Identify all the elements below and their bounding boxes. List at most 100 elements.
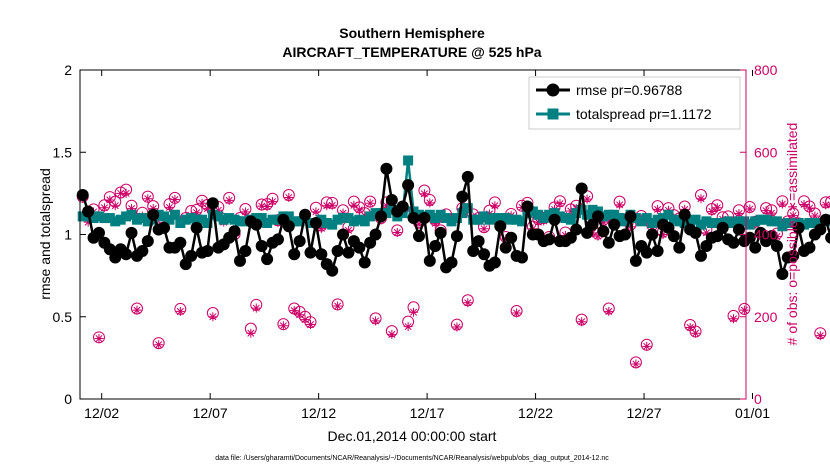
totalspread-point [576,204,587,215]
totalspread-point [207,209,218,220]
obs-assimilated-point [94,334,104,344]
obs-assimilated-point [815,331,825,341]
totalspread-point [413,209,424,220]
data-file-footnote: data file: /Users/gharamti/Documents/NCA… [215,455,609,462]
obs-assimilated-point [696,194,706,204]
rmse-point [233,254,246,267]
obs-assimilated-point [170,195,180,205]
obs-assimilated-point [262,202,272,212]
obs-assimilated-point [490,201,500,211]
rmse-point [575,182,588,195]
totalspread-point [343,213,354,224]
obs-assimilated-point [712,203,722,213]
obs-assimilated-point [425,198,435,208]
rmse-point [250,218,263,231]
obs-assimilated-point [593,231,603,241]
rmse-point [423,254,436,267]
obs-assimilated-point [512,308,522,318]
totalspread-point [674,216,685,227]
obs-assimilated-point [653,204,663,214]
rmse-point [369,228,382,241]
rmse-point [673,241,686,254]
rmse-point [792,221,805,234]
obs-assimilated-point [143,194,153,204]
rmse-point [743,231,756,244]
totalspread-point [197,214,208,225]
rmse-point [488,256,501,269]
totalspread-point [761,214,772,225]
totalspread-point [652,214,663,225]
rmse-point [358,256,371,269]
rmse-point [375,210,388,223]
rmse-point [125,226,138,239]
totalspread-point [500,213,511,224]
rmse-point [309,216,322,229]
totalspread-point [354,214,365,225]
y-right-tick-label: 800 [754,62,778,78]
totalspread-point [690,214,701,225]
rmse-point [456,190,469,203]
totalspread-point [121,211,132,222]
totalspread-point [131,214,142,225]
totalspread-point [99,213,110,224]
totalspread-point [560,213,571,224]
totalspread-point [695,219,706,230]
totalspread-point [788,217,799,228]
rmse-point [570,223,583,236]
obs-assimilated-point [289,306,299,316]
x-tick-label: 12/17 [410,405,445,421]
totalspread-point [93,211,104,222]
obs-assimilated-point [246,328,256,338]
totalspread-point [658,213,669,224]
obs-assimilated-point [322,201,332,211]
rmse-point [304,246,317,259]
obs-assimilated-point [577,317,587,327]
y-axis-left: 0 0.5 1 1.5 2 [53,62,86,407]
totalspread-point [186,213,197,224]
obs-assimilated-point [484,209,494,219]
rmse-point [299,208,312,221]
totalspread-point [804,217,815,228]
rmse-point [158,221,171,234]
totalspread-point [169,209,180,220]
totalspread-point [815,217,826,228]
obs-assimilated-point [202,204,212,214]
obs-assimilated-point [685,322,695,332]
rmse-point [293,235,306,248]
totalspread-point [777,221,788,232]
y-left-tick-label: 1.5 [53,144,73,160]
totalspread-point [137,213,148,224]
totalspread-point [679,217,690,228]
legend-box [528,76,741,130]
rmse-point [76,189,89,202]
rmse-point [255,240,268,253]
obs-assimilated-point [371,316,381,326]
plot-area [76,155,830,369]
legend: rmse pr=0.96788 totalspread pr=1.1172 [528,76,741,130]
totalspread-point [462,203,473,214]
totalspread-point [289,216,300,227]
obs-assimilated-point [419,189,429,199]
totalspread-point [489,213,500,224]
rmse-point [185,249,198,262]
x-axis: 12/02 12/07 12/12 12/17 12/22 12/27 01/01 [84,70,770,421]
y-right-tick-label: 400 [754,227,778,243]
totalspread-point [771,216,782,227]
totalspread-point [88,213,99,224]
totalspread-point [424,209,435,220]
totalspread-point [809,217,820,228]
y-left-tick-label: 0.5 [53,309,73,325]
totalspread-point [142,216,153,227]
rmse-point [651,244,664,257]
rmse-point [418,212,431,225]
obs-assimilated-point [148,204,158,214]
obs-assimilated-point [729,314,739,324]
rmse-point [472,235,485,248]
totalspread-point [224,213,235,224]
obs-assimilated-point [766,208,776,218]
y-left-tick-label: 0 [64,391,72,407]
rmse-point [689,226,702,239]
obs-assimilated-point [360,211,370,221]
totalspread-point [582,209,593,220]
